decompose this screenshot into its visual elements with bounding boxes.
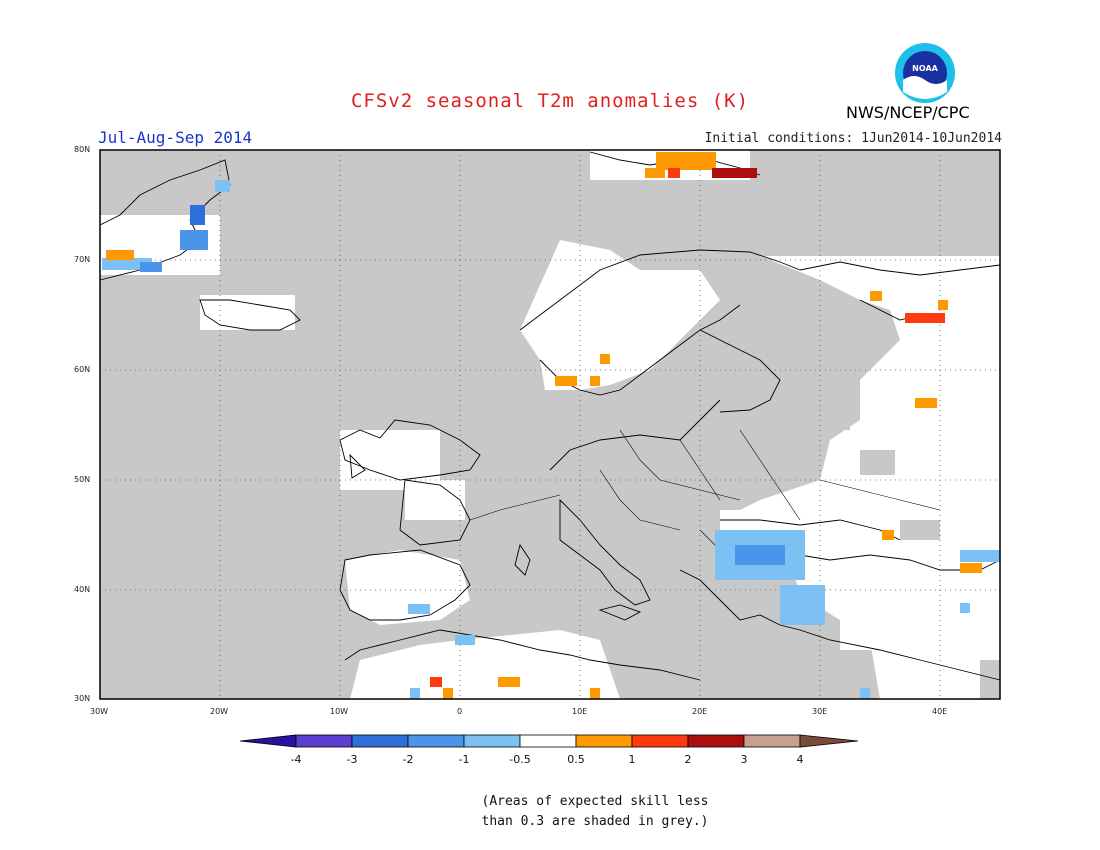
logo-text: NOAA	[912, 64, 938, 73]
colorbar-tick: -0.5	[509, 753, 531, 766]
colorbar-tick: 0.5	[567, 753, 585, 766]
footnote-line-2: than 0.3 are shaded in grey.)	[481, 814, 709, 829]
colorbar-tick: 4	[796, 753, 804, 766]
colorbar-tick: -3	[346, 753, 358, 766]
warm-anomaly-cells	[106, 152, 982, 699]
lat-label-40n: 40N	[74, 585, 91, 594]
map-frame	[99, 149, 1001, 700]
lat-label-30n: 30N	[74, 694, 91, 703]
lon-label-30w: 30W	[90, 707, 109, 716]
forecast-period: Jul-Aug-Sep 2014	[98, 128, 253, 147]
footnote-line-1: (Areas of expected skill less	[481, 794, 709, 809]
lon-label-30e: 30E	[812, 707, 828, 716]
initial-conditions: Initial conditions: 1Jun2014-10Jun2014	[704, 131, 1002, 146]
low-skill-patches	[480, 410, 1000, 699]
lon-label-20e: 20E	[692, 707, 708, 716]
colorbar-tick: -1	[458, 753, 470, 766]
colorbar-tick: 1	[628, 753, 636, 766]
cold-anomaly-cells	[102, 180, 1000, 699]
lon-label-20w: 20W	[210, 707, 229, 716]
lon-label-0: 0	[457, 707, 463, 716]
lon-label-40e: 40E	[932, 707, 948, 716]
graticule	[100, 150, 1000, 699]
noaa-logo: NOAA	[895, 43, 955, 103]
lon-label-10e: 10E	[572, 707, 588, 716]
map-title: CFSv2 seasonal T2m anomalies (K)	[350, 90, 750, 112]
lat-label-80n: 80N	[74, 145, 91, 154]
lat-label-50n: 50N	[74, 475, 91, 484]
lon-label-10w: 10W	[330, 707, 349, 716]
colorbar	[239, 734, 859, 748]
colorbar-tick: 2	[684, 753, 692, 766]
agency-label: NWS/NCEP/CPC	[846, 103, 970, 122]
colorbar-tick: 3	[740, 753, 748, 766]
colorbar-tick: -4	[290, 753, 302, 766]
colorbar-tick: -2	[402, 753, 414, 766]
lat-label-60n: 60N	[74, 365, 91, 374]
lat-label-70n: 70N	[74, 255, 91, 264]
